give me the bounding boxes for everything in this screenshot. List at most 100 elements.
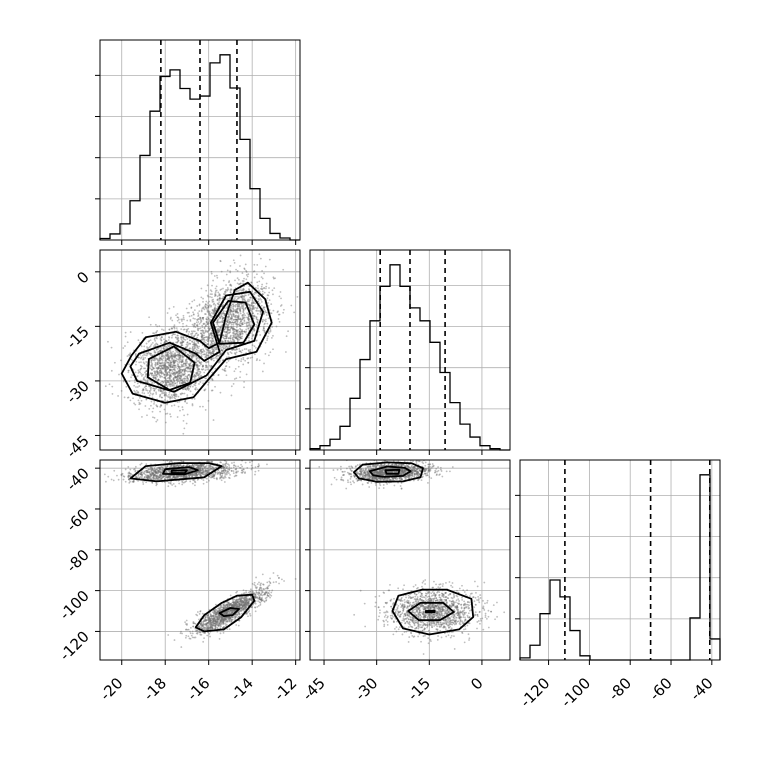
- sample-point: [205, 365, 208, 368]
- sample-point: [178, 369, 181, 371]
- sample-point: [174, 356, 177, 358]
- sample-point: [161, 469, 164, 472]
- sample-point: [167, 351, 170, 354]
- sample-point: [191, 340, 194, 343]
- sample-point: [169, 343, 171, 346]
- sample-point: [231, 328, 234, 330]
- sample-point: [249, 324, 252, 327]
- sample-point: [157, 367, 160, 370]
- sample-point: [205, 318, 208, 321]
- sample-point: [160, 368, 162, 371]
- sample-point: [155, 468, 158, 471]
- sample-point: [207, 306, 210, 309]
- sample-point: [179, 377, 182, 380]
- sample-point: [211, 308, 214, 311]
- sample-point: [163, 475, 165, 478]
- sample-point: [239, 324, 241, 326]
- sample-point: [233, 339, 236, 342]
- sample-point: [232, 310, 235, 313]
- sample-point: [217, 373, 220, 376]
- sample-point: [151, 381, 154, 384]
- sample-point: [202, 297, 204, 300]
- sample-point: [153, 338, 156, 341]
- sample-point: [196, 474, 199, 477]
- sample-point: [239, 282, 242, 285]
- sample-point: [183, 373, 186, 376]
- sample-point: [166, 476, 169, 479]
- sample-point: [218, 471, 221, 474]
- sample-point: [188, 475, 190, 478]
- sample-point: [211, 347, 213, 350]
- sample-point: [258, 302, 261, 305]
- sample-point: [204, 325, 207, 327]
- sample-point: [256, 320, 259, 323]
- sample-point: [165, 383, 168, 386]
- sample-point: [164, 366, 167, 369]
- sample-point: [234, 320, 237, 323]
- sample-point: [173, 369, 176, 371]
- sample-point: [277, 310, 279, 313]
- sample-point: [153, 468, 156, 471]
- sample-point: [184, 368, 187, 371]
- sample-point: [213, 307, 216, 310]
- sample-point: [216, 472, 219, 475]
- sample-point: [182, 341, 185, 343]
- sample-point: [161, 396, 163, 399]
- density-contour: [212, 299, 256, 345]
- sample-point: [152, 367, 155, 370]
- sample-point: [188, 468, 191, 471]
- sample-point: [145, 373, 148, 375]
- sample-point: [222, 316, 225, 319]
- sample-point: [163, 374, 166, 376]
- sample-point: [162, 364, 165, 367]
- sample-point: [211, 309, 214, 312]
- sample-point: [163, 355, 166, 358]
- sample-point: [134, 403, 137, 406]
- sample-point: [134, 469, 137, 472]
- sample-point: [245, 278, 248, 281]
- sample-point: [195, 361, 198, 364]
- sample-point: [204, 470, 207, 472]
- sample-point: [224, 464, 227, 466]
- sample-point: [199, 463, 202, 466]
- sample-point: [202, 473, 204, 475]
- sample-point: [153, 377, 156, 380]
- sample-point: [217, 472, 219, 475]
- y-tick-label: -15: [63, 322, 93, 352]
- sample-point: [205, 307, 208, 310]
- sample-point: [235, 308, 238, 311]
- sample-point: [241, 322, 243, 325]
- sample-point: [207, 321, 210, 324]
- sample-point: [199, 469, 202, 472]
- sample-point: [241, 316, 244, 318]
- sample-point: [249, 305, 251, 308]
- sample-point: [214, 356, 217, 359]
- sample-point: [214, 304, 217, 306]
- sample-point: [236, 333, 239, 336]
- sample-point: [229, 309, 231, 312]
- sample-point: [177, 373, 179, 376]
- sample-point: [186, 394, 189, 397]
- sample-point: [169, 476, 171, 479]
- sample-point: [242, 305, 245, 308]
- sample-point: [266, 294, 269, 297]
- sample-point: [233, 378, 236, 380]
- sample-point: [227, 353, 230, 356]
- sample-point: [210, 474, 212, 477]
- sample-point: [199, 467, 202, 470]
- sample-point: [180, 360, 182, 363]
- sample-point: [205, 467, 208, 470]
- sample-point: [198, 464, 201, 467]
- sample-point: [189, 368, 192, 371]
- sample-point: [174, 375, 176, 378]
- x-tick-label: -20: [97, 674, 127, 704]
- sample-point: [203, 332, 206, 334]
- sample-point: [208, 336, 211, 339]
- sample-point: [181, 369, 184, 372]
- sample-point: [235, 337, 238, 340]
- sample-point: [203, 389, 206, 391]
- sample-point: [223, 328, 226, 331]
- sample-point: [168, 381, 171, 384]
- sample-point: [266, 337, 269, 340]
- sample-point: [236, 337, 239, 340]
